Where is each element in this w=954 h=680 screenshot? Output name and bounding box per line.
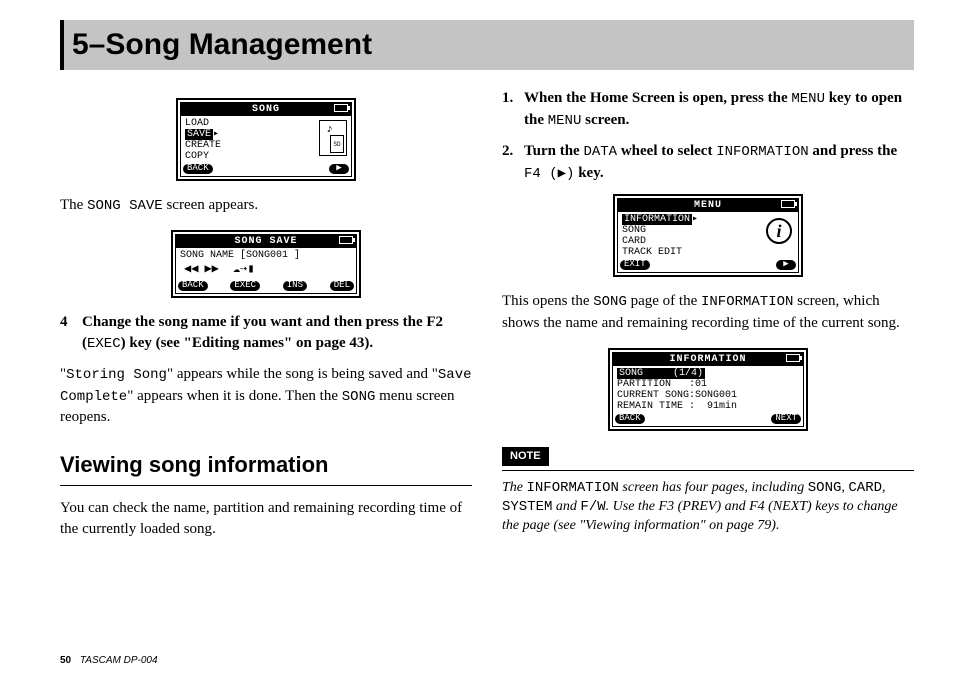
lcd-information: INFORMATION SONG (1/4) PARTITION :01 CUR… [608,348,808,431]
lcd4-back-button: BACK [615,414,645,424]
mono-text: INFORMATION [716,144,808,160]
right-column: 1. When the Home Screen is open, press t… [502,88,914,554]
note-block: NOTE The INFORMATION screen has four pag… [502,445,914,536]
mono-text: INFORMATION [701,294,793,310]
lcd1-title: SONG [252,104,280,115]
step-1: 1. When the Home Screen is open, press t… [502,88,914,131]
para-song-save-appears: The SONG SAVE screen appears. [60,195,472,217]
lcd4-next-button: NEXT [771,414,801,424]
text: The [502,480,527,495]
page-number: 50 [60,655,71,666]
mono-text: DATA [583,144,617,160]
text: wheel to select [617,143,716,159]
save-nav-icons: ◀◀ ▶▶ ☁⇢▮ [180,261,352,278]
mono-text: SONG SAVE [87,198,163,214]
text: and [552,499,580,514]
lcd2-back: BACK [178,281,208,291]
mono-text: F/W [580,499,605,515]
lcd3-title: MENU [694,200,722,211]
note-label: NOTE [502,447,549,466]
lcd4-title: INFORMATION [669,354,746,365]
forward-icon: ▶▶ [204,263,218,276]
chapter-title: 5–Song Management [72,28,914,62]
battery-icon [786,354,800,362]
cloud-sd-icon: ☁⇢▮ [233,263,255,276]
lcd1-back-button: BACK [183,164,213,174]
battery-icon [339,236,353,244]
step-number: 2. [502,141,516,184]
section-heading: Viewing song information [60,450,472,486]
lcd2-title: SONG SAVE [234,236,297,247]
lcd2-del: DEL [330,281,354,291]
left-column: SONG LOAD SAVE▸ CREATE COPY SD BACK ▶ Th [60,88,472,554]
para-check-info: You can check the name, partition and re… [60,498,472,540]
text: " appears when it is done. Then the [127,388,342,404]
lcd4-line1: SONG (1/4) [617,368,705,379]
mono-text: SONG [593,294,627,310]
rewind-icon: ◀◀ [184,263,198,276]
mono-text: F4 (▶) [524,166,574,182]
mono-text: SYSTEM [502,499,552,515]
play-icon: ▶ [776,260,796,270]
text: page of the [627,293,701,309]
page-footer: 50 TASCAM DP-004 [60,655,158,666]
mono-text: INFORMATION [527,480,619,496]
play-icon: ▶ [329,164,349,174]
sd-save-icon: SD [319,120,347,156]
text: screen has four pages, including [619,480,808,495]
mono-text: EXEC [87,336,121,352]
text: This opens the [502,293,593,309]
step-4: 4 Change the song name if you want and t… [60,312,472,355]
product-model: TASCAM DP-004 [80,655,158,666]
chevron-right-icon: ▸ [692,214,698,225]
mono-text: MENU [791,91,825,107]
battery-icon [781,200,795,208]
step-2: 2. Turn the DATA wheel to select INFORMA… [502,141,914,184]
lcd4-line4: REMAIN TIME : 91min [617,401,799,412]
text: key. [574,165,603,181]
mono-text: CARD [848,480,882,496]
text: Turn the [524,143,583,159]
text: When the Home Screen is open, press the [524,90,791,106]
lcd4-line2: PARTITION :01 [617,379,799,390]
chevron-right-icon: ▸ [213,129,219,140]
lcd1-item-save: SAVE [185,129,213,140]
field-label: SONG NAME [180,250,234,261]
text: and press the [809,143,898,159]
text: The [60,197,87,213]
field-value: [SONG001 ] [240,250,300,261]
text: screen. [581,112,629,128]
mono-text: Storing Song [66,367,167,383]
step-number: 4 [60,312,74,355]
lcd-song-menu: SONG LOAD SAVE▸ CREATE COPY SD BACK ▶ [176,98,356,181]
para-opens-song-page: This opens the SONG page of the INFORMAT… [502,291,914,334]
lcd2-ins: INS [283,281,307,291]
lcd-main-menu: MENU INFORMATION▸ SONG CARD TRACK EDIT i… [613,194,803,277]
step-number: 1. [502,88,516,131]
chapter-header: 5–Song Management [60,20,914,70]
lcd3-item-track: TRACK EDIT [622,247,794,258]
text: " appears while the song is being saved … [167,366,438,382]
lcd2-field: SONG NAME [SONG001 ] [180,250,352,261]
battery-icon [334,104,348,112]
mono-text: MENU [548,113,582,129]
text: , [882,480,886,495]
text: screen appears. [163,197,258,213]
mono-text: SONG [342,389,376,405]
para-storing-song: "Storing Song" appears while the song is… [60,364,472,428]
text: ) key (see "Editing names" on page 43). [121,335,374,351]
mono-text: SONG [808,480,842,496]
lcd3-item-info: INFORMATION [622,214,692,225]
lcd4-line3: CURRENT SONG:SONG001 [617,390,799,401]
text: Change the song name if you want and the… [82,314,426,330]
lcd-song-save: SONG SAVE SONG NAME [SONG001 ] ◀◀ ▶▶ ☁⇢▮… [171,230,361,297]
note-text: The INFORMATION screen has four pages, i… [502,479,914,536]
lcd2-exec: EXEC [230,281,260,291]
lcd3-exit-button: EXIT [620,260,650,270]
